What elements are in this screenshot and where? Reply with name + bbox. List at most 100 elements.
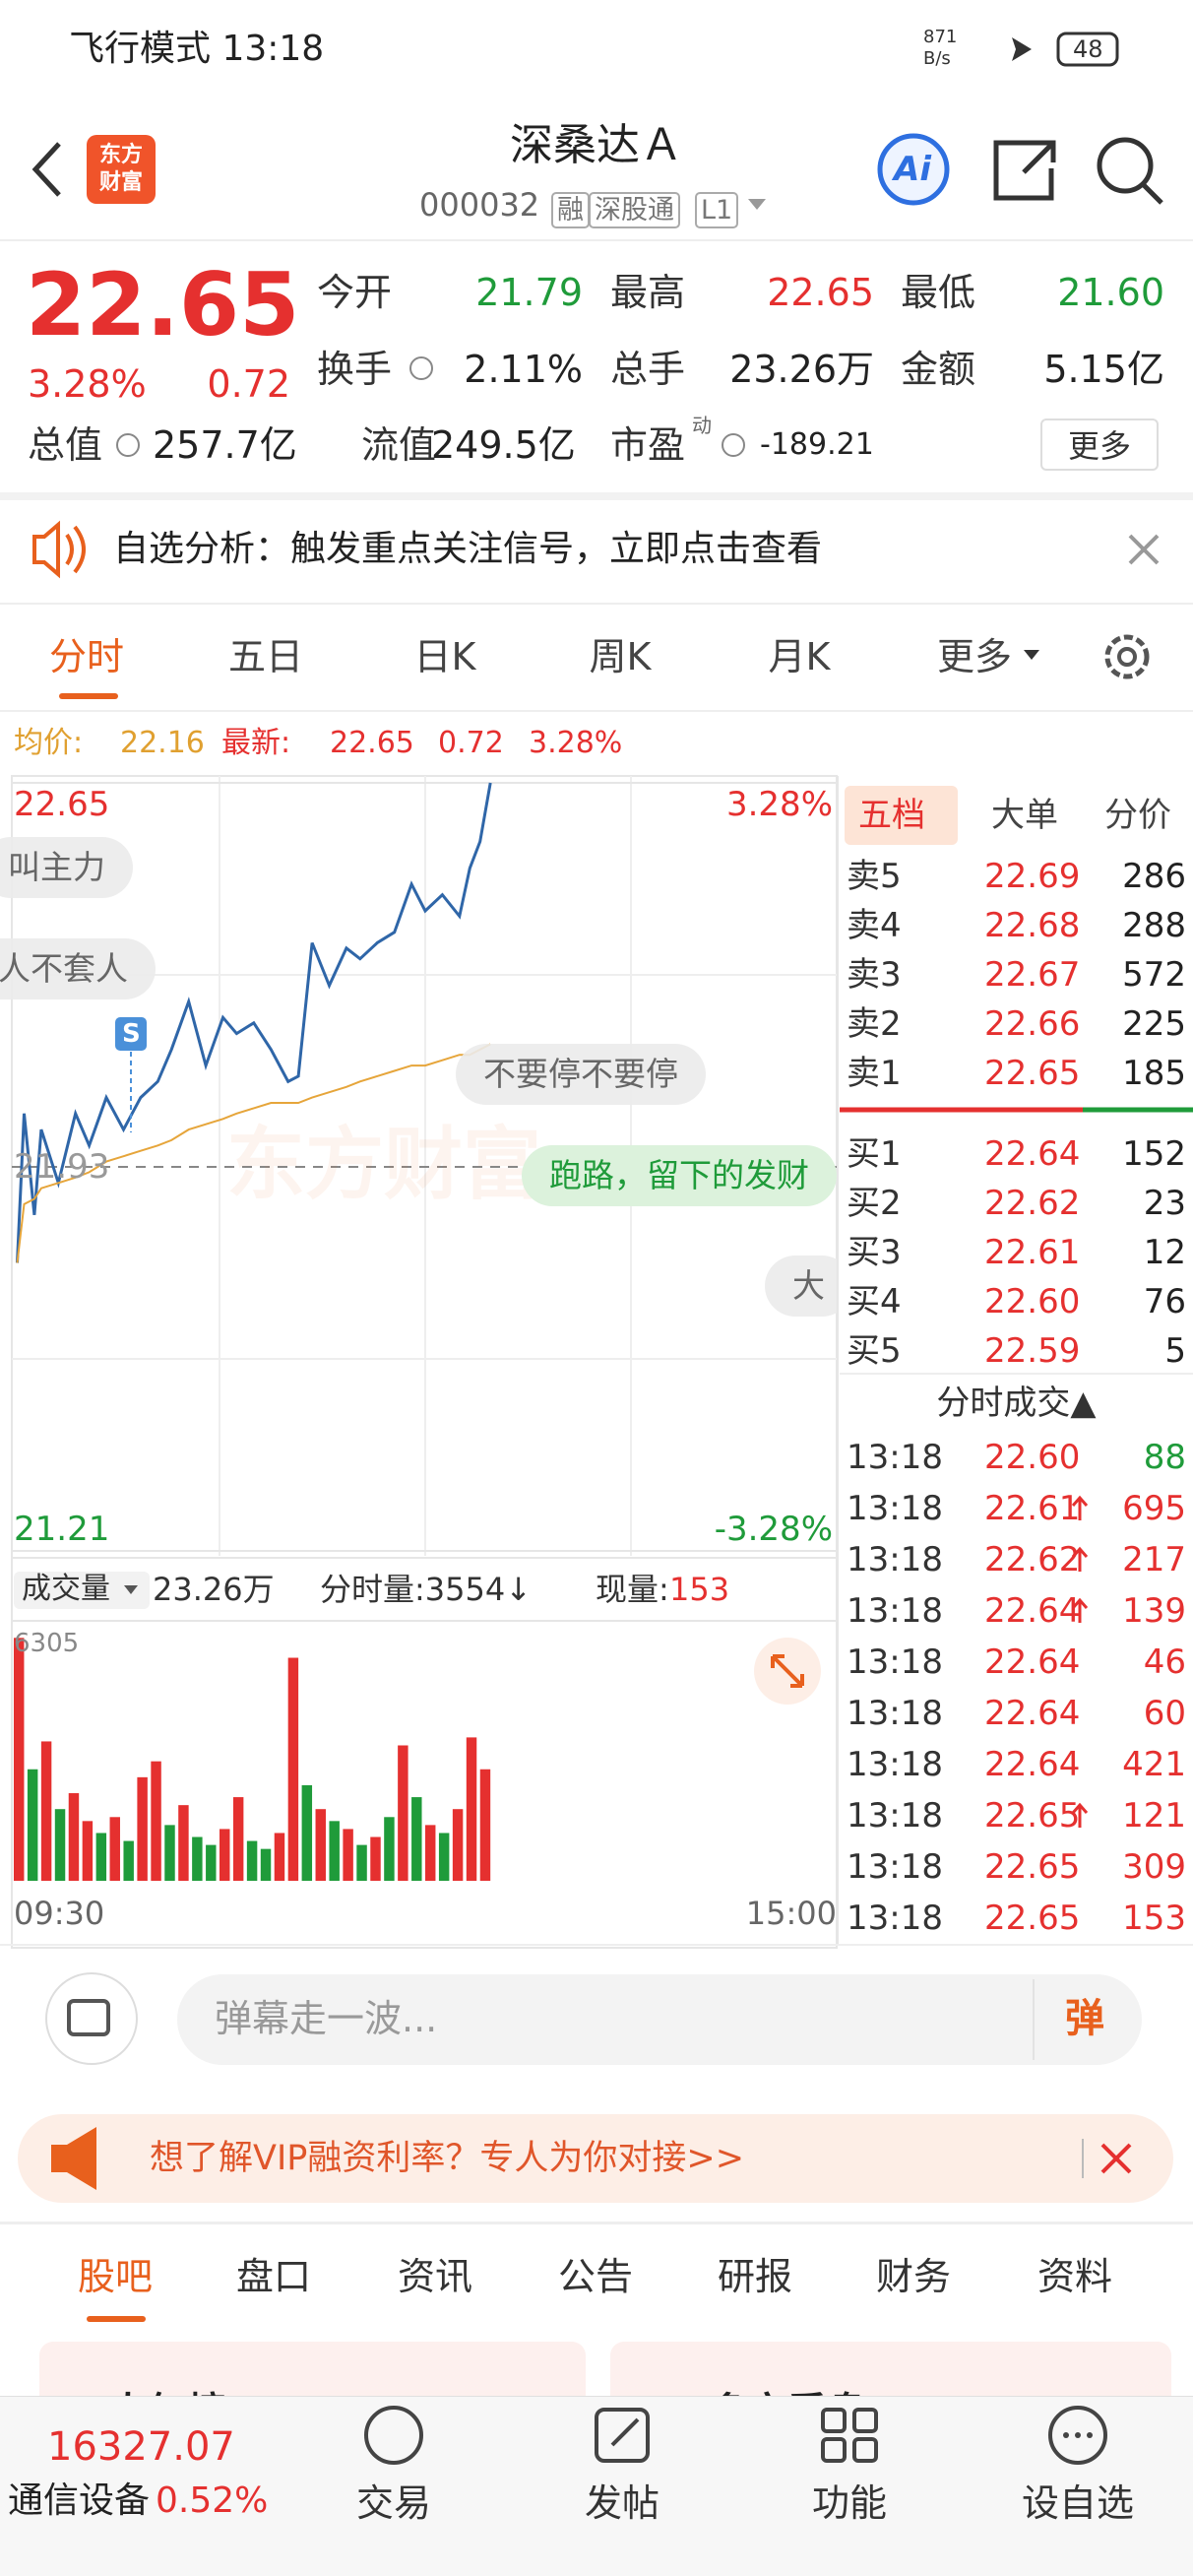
volume-bar [14, 1638, 25, 1881]
trade-price: 22.65 [984, 1796, 1081, 1835]
back-icon[interactable] [31, 142, 61, 197]
stat-value: 2.11% [464, 348, 583, 391]
stat-value: 257.7亿 [153, 423, 297, 467]
danmaku-bubble: 不要停不要停 [456, 1044, 706, 1105]
change-pct: 3.28% [28, 362, 147, 406]
bottom-tab[interactable]: 研报 [717, 2255, 792, 2298]
index-value[interactable]: 16327.07 [47, 2424, 235, 2470]
dropdown-icon[interactable] [1024, 650, 1039, 660]
info-icon[interactable] [116, 433, 140, 457]
danmaku-input-bg[interactable] [177, 1974, 1142, 2065]
bottom-tab[interactable]: 盘口 [235, 2255, 311, 2298]
nav-item[interactable]: 功能 [811, 2481, 887, 2525]
tab[interactable]: 五日 [227, 635, 303, 678]
dropdown-icon [124, 1585, 138, 1594]
trade-price: 22.62 [984, 1540, 1081, 1579]
banner-bg[interactable] [18, 2114, 1173, 2203]
volume-bar [425, 1825, 436, 1881]
danmaku-send[interactable]: 弹 [1065, 1996, 1104, 2041]
book-label: 买4 [847, 1282, 902, 1321]
tab[interactable]: 月K [768, 635, 831, 678]
more-button[interactable]: 更多 [1040, 419, 1159, 471]
settings-icon[interactable] [1104, 634, 1150, 679]
card-title[interactable]: 多空看盘 [709, 2393, 866, 2396]
tab[interactable]: 周K [589, 635, 652, 678]
volume-bar [220, 1829, 230, 1881]
book-price: 22.61 [984, 1233, 1081, 1272]
book-price: 22.67 [984, 955, 1081, 995]
notice-text[interactable]: 自选分析：触发重点关注信号，立即点击查看 [113, 529, 823, 569]
last-price: 22.65 [26, 254, 300, 355]
volume-label[interactable]: 成交量 [22, 1572, 110, 1606]
danmaku-placeholder[interactable]: 弹幕走一波... [215, 1997, 438, 2040]
function-icon[interactable] [821, 2408, 847, 2433]
volume-bar [54, 1809, 66, 1881]
volume-selector[interactable] [14, 1572, 150, 1609]
volume-bar [384, 1817, 395, 1881]
trade-volume: 309 [1122, 1847, 1186, 1887]
book-tab[interactable]: 分价 [1104, 796, 1171, 835]
ai-label[interactable]: Ai [894, 150, 931, 189]
close-icon[interactable] [1100, 2143, 1132, 2174]
trade-time: 13:18 [847, 1591, 943, 1631]
trade-price: 22.64 [984, 1745, 1081, 1784]
net-speed: 871 [923, 27, 958, 47]
book-tab[interactable]: 五档 [858, 796, 925, 835]
danmaku-settings[interactable] [45, 1972, 138, 2065]
stat-value: 23.26万 [729, 348, 874, 391]
trade-icon[interactable] [364, 2406, 423, 2465]
nav-item[interactable]: 发帖 [584, 2481, 659, 2525]
volume-bar [287, 1657, 299, 1881]
book-price: 22.66 [984, 1004, 1081, 1044]
stat-label: 金额 [901, 348, 976, 391]
volume-bar [151, 1761, 161, 1881]
banner-text[interactable]: 想了解VIP融资利率？专人为你对接>> [150, 2138, 745, 2178]
trade-time: 13:18 [847, 1847, 943, 1887]
post-icon[interactable] [595, 2408, 650, 2463]
search-handle [1142, 183, 1163, 205]
bottom-tab[interactable]: 资讯 [397, 2255, 472, 2298]
book-volume: 286 [1122, 857, 1186, 896]
watchlist-icon[interactable] [1048, 2406, 1107, 2465]
search-icon[interactable] [1097, 137, 1154, 194]
book-volume: 185 [1122, 1054, 1186, 1093]
trades-title[interactable]: 分时成交▲ [936, 1384, 1097, 1423]
book-price: 22.64 [984, 1134, 1081, 1174]
dropdown-icon[interactable] [748, 199, 766, 210]
bottom-tab[interactable]: 财务 [875, 2255, 951, 2298]
up-arrow [1071, 1597, 1089, 1623]
stock-tag: L1 [695, 191, 739, 228]
trade-time: 13:18 [847, 1438, 943, 1477]
stock-tag: 融 [551, 191, 590, 228]
share-icon[interactable] [993, 140, 1056, 201]
info-icon[interactable] [409, 356, 433, 380]
stat-value: 22.65 [767, 271, 874, 314]
trade-volume: 217 [1122, 1540, 1186, 1579]
function-icon [852, 2408, 878, 2433]
bottom-tab[interactable]: 股吧 [77, 2255, 153, 2298]
stat-value: 249.5亿 [431, 423, 576, 467]
tab[interactable]: 日K [413, 635, 476, 678]
change: 0.72 [207, 362, 290, 406]
bottom-tab[interactable]: 公告 [557, 2255, 633, 2298]
dot [1063, 2432, 1069, 2438]
tab[interactable]: 更多 [936, 635, 1012, 678]
danmaku-icon [67, 1999, 110, 2036]
bottom-tab[interactable]: 资料 [1036, 2255, 1112, 2298]
book-tab[interactable]: 大单 [991, 796, 1058, 835]
stat-label: 市盈 [610, 423, 686, 467]
close-icon[interactable] [1128, 534, 1160, 565]
book-label: 卖3 [847, 955, 902, 995]
volume-bar [479, 1769, 491, 1881]
nav-item[interactable]: 交易 [355, 2481, 431, 2525]
plane-icon [1012, 37, 1032, 61]
ai-icon[interactable] [877, 133, 950, 206]
stat-value: 21.60 [1057, 271, 1164, 314]
card-title[interactable]: 人气榜 [108, 2393, 226, 2396]
trade-time: 13:18 [847, 1694, 943, 1733]
book-price: 22.60 [984, 1282, 1081, 1321]
nav-item[interactable]: 设自选 [1021, 2481, 1134, 2525]
tab[interactable]: 分时 [48, 635, 124, 678]
info-icon[interactable] [722, 433, 745, 457]
